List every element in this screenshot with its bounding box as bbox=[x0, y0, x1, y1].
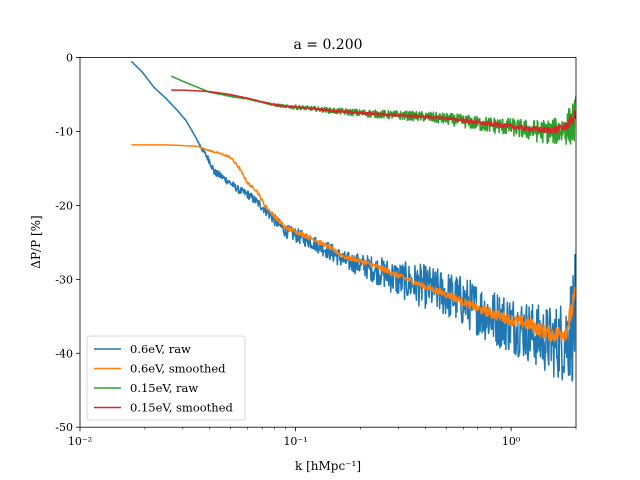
legend-label-3: 0.15eV, smoothed bbox=[130, 401, 234, 415]
y-tick-label-3: -30 bbox=[55, 273, 73, 286]
y-tick-label-5: -50 bbox=[55, 421, 73, 434]
y-tick-label-2: -20 bbox=[55, 199, 73, 212]
series-line-2 bbox=[170, 75, 576, 145]
legend-label-1: 0.6eV, smoothed bbox=[130, 362, 226, 376]
chart-title: a = 0.200 bbox=[293, 37, 362, 53]
y-axis-label: ΔP/P [%] bbox=[29, 215, 43, 268]
x-axis: 10⁻² 10⁻¹ 10⁰ bbox=[68, 427, 577, 448]
series-line-3 bbox=[170, 89, 576, 134]
series-line-1 bbox=[131, 144, 576, 343]
x-tick-label-2: 10⁰ bbox=[502, 435, 521, 448]
series-layer bbox=[130, 60, 576, 382]
plot-frame bbox=[79, 57, 577, 428]
y-tick-label-4: -40 bbox=[55, 347, 73, 360]
x-tick-label-1: 10⁻¹ bbox=[283, 435, 307, 448]
x-tick-label-0: 10⁻² bbox=[68, 435, 92, 448]
legend-box bbox=[86, 335, 246, 421]
legend-label-2: 0.15eV, raw bbox=[130, 381, 198, 395]
y-axis: 0 -10 -20 -30 -40 -50 bbox=[55, 52, 80, 434]
x-axis-label: k [hMpc⁻¹] bbox=[295, 459, 361, 473]
y-tick-label-1: -10 bbox=[55, 126, 73, 139]
y-tick-label-0: 0 bbox=[66, 52, 73, 65]
legend: 0.6eV, raw 0.6eV, smoothed 0.15eV, raw 0.15… bbox=[86, 335, 246, 421]
legend-label-0: 0.6eV, raw bbox=[130, 342, 191, 356]
